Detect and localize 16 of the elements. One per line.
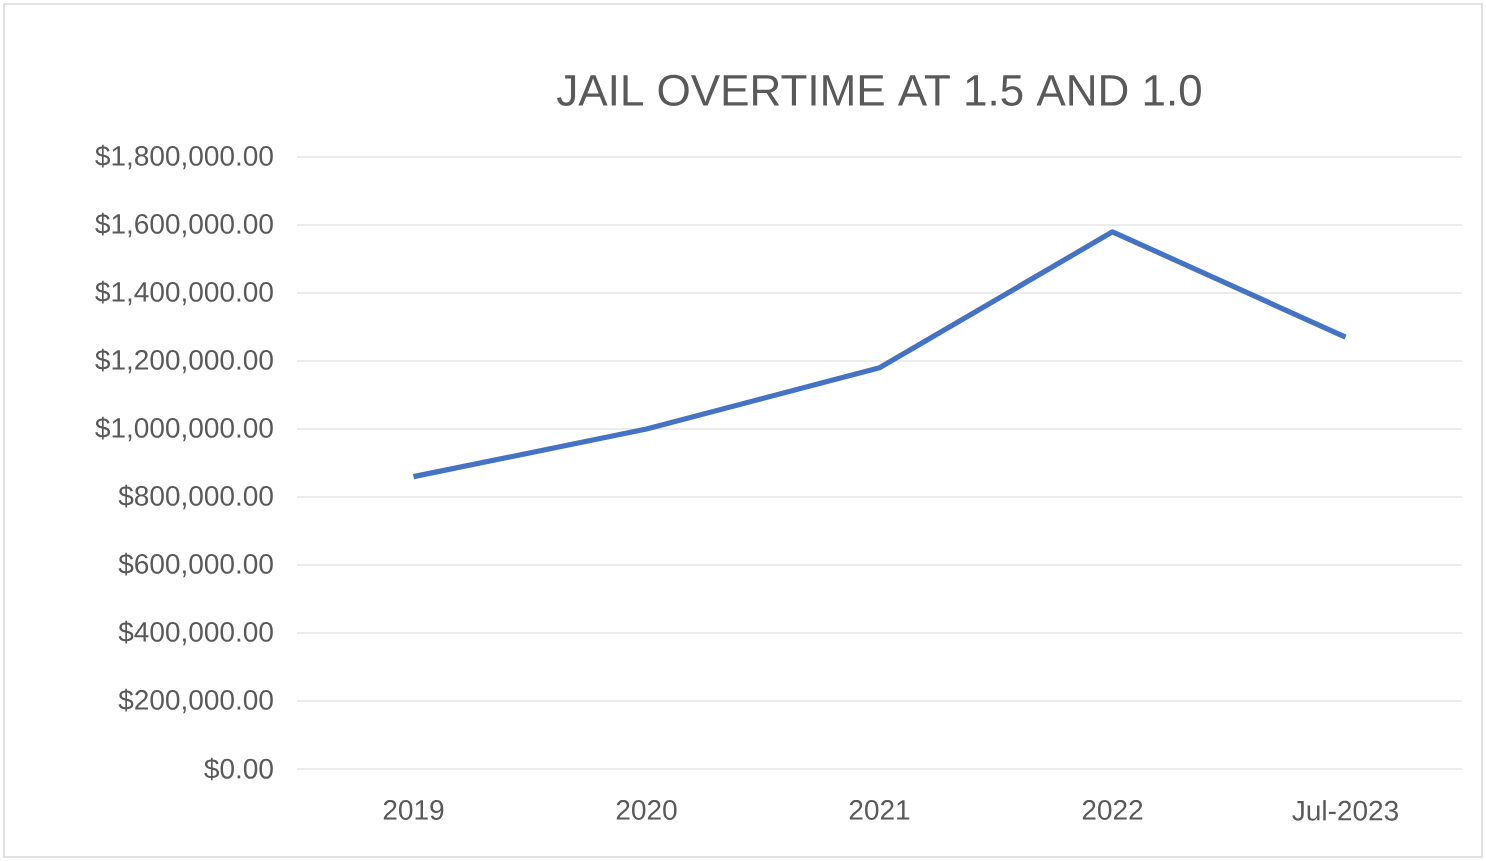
y-tick-label: $0.00 (204, 757, 273, 781)
x-tick-label: 2020 (616, 800, 677, 820)
chart-title: JAIL OVERTIME AT 1.5 AND 1.0 (557, 74, 1201, 106)
y-tick-label: $200,000.00 (118, 688, 273, 714)
y-tick-label: $1,800,000.00 (95, 144, 273, 170)
y-tick-label: $1,000,000.00 (95, 416, 273, 442)
y-tick-label: $400,000.00 (118, 620, 273, 646)
x-tick-label: Jul-2023 (1292, 800, 1398, 821)
y-tick-label: $1,200,000.00 (95, 348, 273, 374)
x-tick-label: 2021 (849, 800, 910, 820)
y-tick-label: $1,600,000.00 (95, 212, 273, 238)
y-tick-label: $1,400,000.00 (95, 280, 273, 306)
y-tick-label: $600,000.00 (118, 552, 273, 578)
x-tick-label: 2019 (383, 800, 444, 820)
x-tick-label: 2022 (1082, 800, 1143, 820)
y-tick-label: $800,000.00 (118, 484, 273, 510)
